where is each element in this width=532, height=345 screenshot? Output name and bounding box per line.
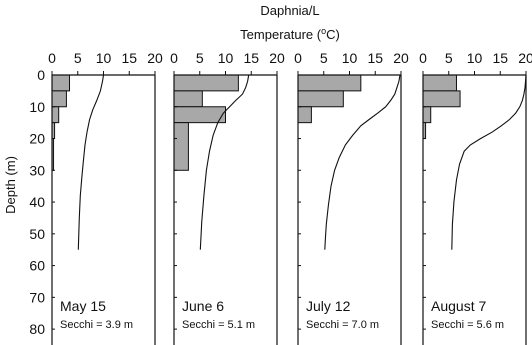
panel-date-2: July 12 xyxy=(306,298,351,314)
y-tick-labels: 0 10 20 30 40 50 60 70 80 xyxy=(29,67,45,337)
x-tick-label-3-4: 20 xyxy=(518,50,532,66)
x-tick-label-0-0: 0 xyxy=(48,50,56,66)
panel-secchi-0: Secchi = 3.9 m xyxy=(60,319,133,331)
daphnia-bar-3-0 xyxy=(422,74,457,92)
x-tick-label-3-2: 10 xyxy=(467,50,483,66)
y-tick-label-1: 10 xyxy=(29,99,45,115)
y-axis-label: Depth (m) xyxy=(3,156,18,214)
daphnia-bar-2-0 xyxy=(297,74,362,92)
x-tick-label-1-2: 10 xyxy=(218,50,234,66)
x-tick-label-1-1: 5 xyxy=(196,50,204,66)
x-tick-label-3-3: 15 xyxy=(492,50,508,66)
x-tick-label-1-3: 15 xyxy=(243,50,259,66)
x-tick-label-1-4: 20 xyxy=(269,50,285,66)
panel-secchi-2: Secchi = 7.0 m xyxy=(306,319,379,331)
y-tick-label-8: 80 xyxy=(29,321,45,337)
x-tick-label-2-4: 20 xyxy=(393,50,409,66)
daphnia-bar-2-1 xyxy=(297,90,344,108)
temperature-line-2 xyxy=(324,74,401,250)
daphnia-bar-3-1 xyxy=(422,90,461,108)
daphnia-bar-1-1 xyxy=(173,90,203,108)
x-tick-label-2-0: 0 xyxy=(294,50,302,66)
panel-secchi-1: Secchi = 5.1 m xyxy=(182,319,255,331)
x-tick-label-2-1: 5 xyxy=(320,50,328,66)
y-tick-label-2: 20 xyxy=(29,131,45,147)
y-tick-label-3: 30 xyxy=(29,162,45,178)
panel-1: 0 5 10 15 20 June 6 Secchi = 5.1 m xyxy=(170,50,285,345)
x-tick-label-1-0: 0 xyxy=(170,50,178,66)
top-axis-title-temperature: Temperature (oC) xyxy=(240,26,340,42)
temperature-label-text: Temperature ( xyxy=(240,27,322,42)
daphnia-bar-1-2 xyxy=(173,106,226,124)
y-tick-label-6: 60 xyxy=(29,258,45,274)
y-tick-label-0: 0 xyxy=(37,67,45,83)
panel-date-3: August 7 xyxy=(431,298,486,314)
daphnia-bar-2-2 xyxy=(297,106,312,124)
chart-panels: 0 5 10 15 20 May 15 Secchi = 3.9 m 0 5 10 15 20 June… xyxy=(29,50,532,345)
panel-secchi-3: Secchi = 5.6 m xyxy=(431,319,504,331)
x-tick-label-2-3: 15 xyxy=(367,50,383,66)
daphnia-bar-0-0 xyxy=(51,74,71,92)
panel-3: 0 5 10 15 20 August 7 Secchi = 5.6 m xyxy=(419,50,532,345)
x-tick-label-3-0: 0 xyxy=(419,50,427,66)
panel-date-1: June 6 xyxy=(182,298,224,314)
panel-0: 0 5 10 15 20 May 15 Secchi = 3.9 m xyxy=(48,50,163,345)
temperature-label-end: C) xyxy=(326,27,340,42)
temperature-unit-superscript: o xyxy=(321,26,326,36)
x-tick-label-0-4: 20 xyxy=(147,50,163,66)
daphnia-bar-3-2 xyxy=(422,106,432,124)
y-tick-label-5: 50 xyxy=(29,226,45,242)
x-tick-label-3-1: 5 xyxy=(445,50,453,66)
y-tick-label-7: 70 xyxy=(29,289,45,305)
top-axis-title-daphnia: Daphnia/L xyxy=(260,3,319,18)
x-tick-label-2-2: 10 xyxy=(342,50,358,66)
x-tick-label-0-2: 10 xyxy=(96,50,112,66)
daphnia-bar-1-0 xyxy=(173,74,239,92)
panel-date-0: May 15 xyxy=(60,298,106,314)
x-tick-label-0-1: 5 xyxy=(74,50,82,66)
daphnia-bar-0-2 xyxy=(51,106,60,124)
daphnia-bar-1-3 xyxy=(173,122,189,171)
x-tick-label-0-3: 15 xyxy=(121,50,137,66)
temperature-line-0 xyxy=(77,74,105,250)
panel-2: 0 5 10 15 20 July 12 Secchi = 7.0 m xyxy=(294,50,409,345)
daphnia-bar-0-1 xyxy=(51,90,67,108)
temperature-line-3 xyxy=(451,74,527,250)
temperature-line-1 xyxy=(199,74,250,250)
y-tick-label-4: 40 xyxy=(29,194,45,210)
